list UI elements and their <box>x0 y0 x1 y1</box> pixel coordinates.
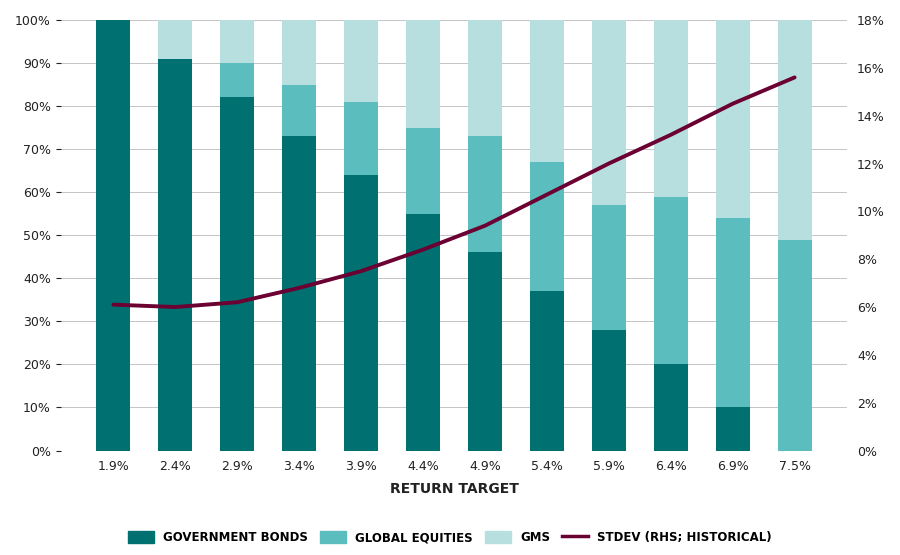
Bar <box>406 20 440 128</box>
Bar <box>468 253 502 451</box>
Bar <box>778 240 812 451</box>
Bar <box>158 20 193 59</box>
Bar <box>406 128 440 214</box>
Bar <box>220 20 255 63</box>
Bar <box>96 20 130 451</box>
Bar <box>530 291 564 451</box>
Bar <box>653 365 688 451</box>
Bar <box>344 102 378 175</box>
Bar <box>716 218 750 407</box>
Bar <box>592 330 626 451</box>
Bar <box>653 196 688 365</box>
Bar <box>282 136 316 451</box>
Bar <box>468 136 502 253</box>
Bar <box>220 63 255 98</box>
X-axis label: RETURN TARGET: RETURN TARGET <box>390 482 518 496</box>
Bar <box>220 98 255 451</box>
Bar <box>282 20 316 84</box>
Bar <box>344 20 378 102</box>
Bar <box>653 20 688 196</box>
Bar <box>530 162 564 291</box>
Bar <box>716 407 750 451</box>
Bar <box>530 20 564 162</box>
Bar <box>158 59 193 451</box>
Bar <box>716 20 750 218</box>
Bar <box>406 214 440 451</box>
Bar <box>778 20 812 240</box>
Bar <box>592 205 626 330</box>
Bar <box>282 84 316 136</box>
Bar <box>344 175 378 451</box>
Bar <box>592 20 626 205</box>
Legend: GOVERNMENT BONDS, GLOBAL EQUITIES, GMS, STDEV (RHS; HISTORICAL): GOVERNMENT BONDS, GLOBAL EQUITIES, GMS, … <box>123 527 777 549</box>
Bar <box>468 20 502 136</box>
